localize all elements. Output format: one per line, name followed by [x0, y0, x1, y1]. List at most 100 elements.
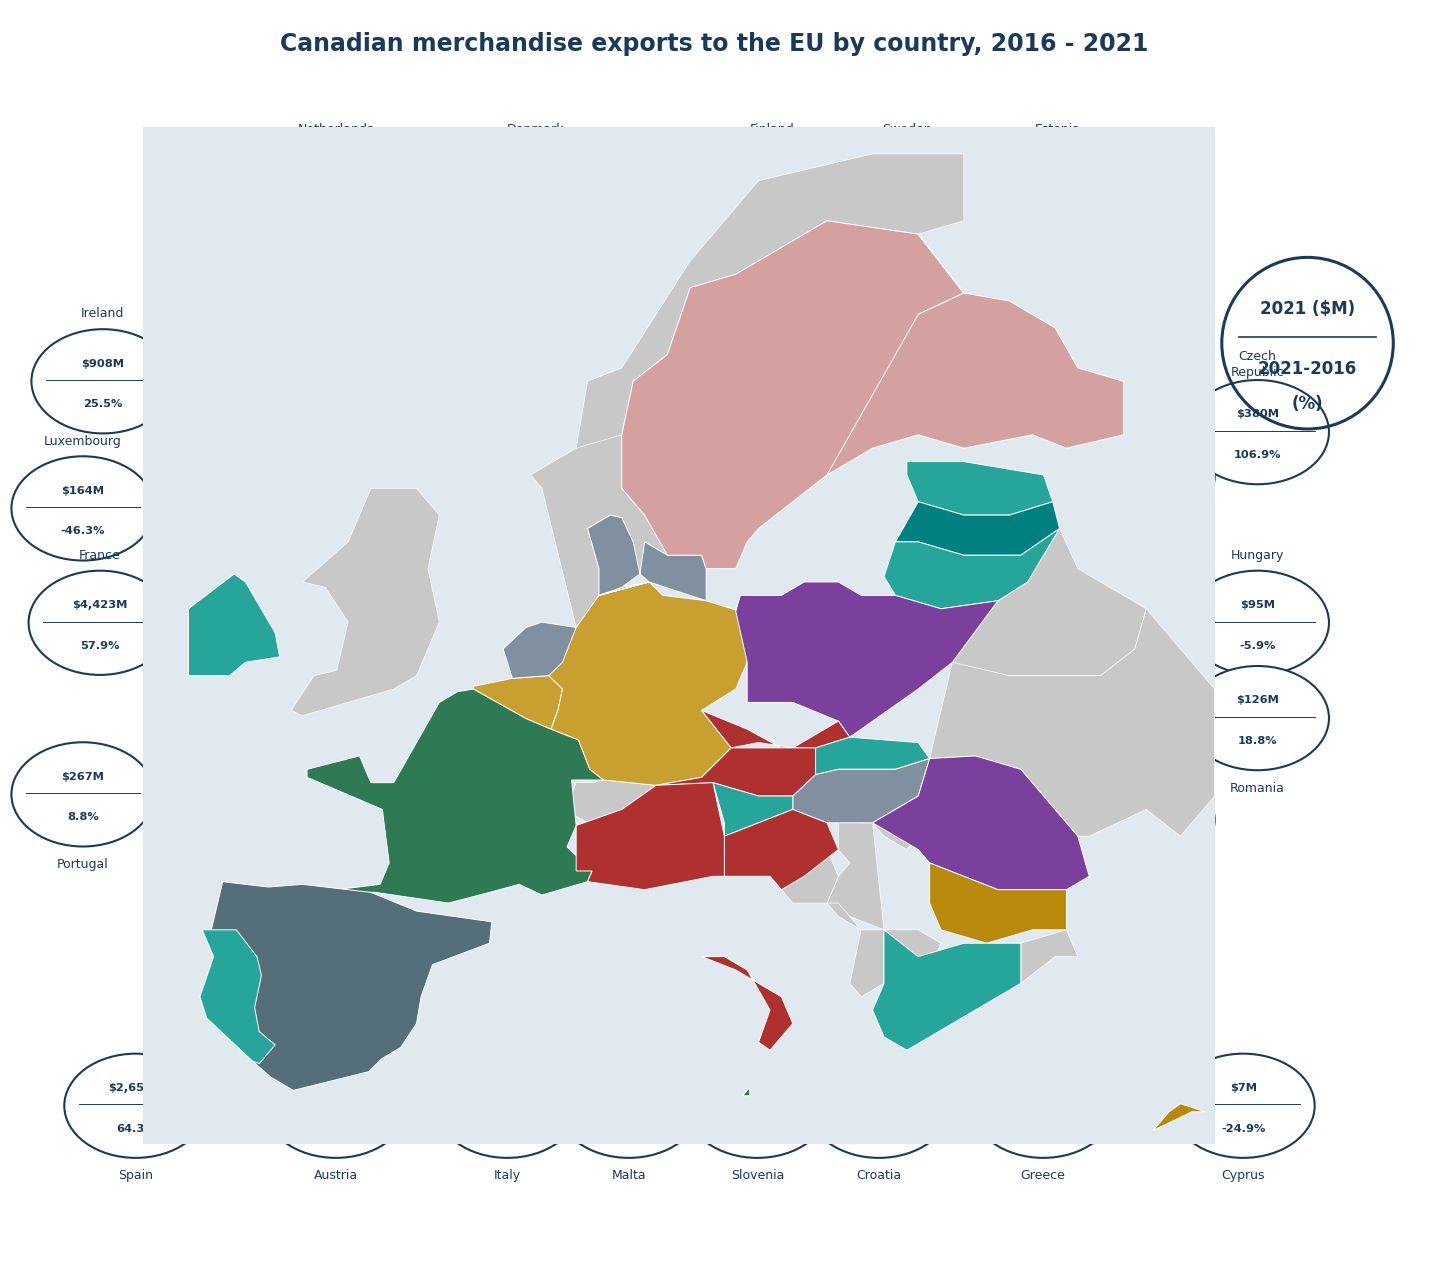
Text: (%): (%) — [1292, 395, 1323, 413]
Ellipse shape — [1072, 768, 1215, 872]
Ellipse shape — [972, 1054, 1115, 1158]
Text: $380M: $380M — [1236, 409, 1279, 419]
Ellipse shape — [557, 1054, 700, 1158]
Text: $6,442M: $6,442M — [373, 295, 427, 305]
Polygon shape — [549, 582, 747, 785]
Text: Czech
Republic: Czech Republic — [1230, 351, 1285, 379]
Polygon shape — [713, 783, 793, 836]
Polygon shape — [576, 154, 963, 449]
Text: $95M: $95M — [1240, 600, 1275, 610]
Text: 2021-2016: 2021-2016 — [1258, 360, 1358, 377]
Polygon shape — [896, 502, 1059, 555]
Text: $5,321M: $5,321M — [237, 377, 292, 388]
Text: Hungary: Hungary — [1230, 549, 1285, 562]
Text: $432M: $432M — [314, 1083, 357, 1093]
Text: Slovenia: Slovenia — [730, 1169, 785, 1182]
Text: Spain: Spain — [119, 1169, 153, 1182]
Polygon shape — [873, 796, 919, 849]
Text: $126M: $126M — [1236, 695, 1279, 705]
Polygon shape — [292, 488, 439, 716]
Text: -14.1%: -14.1% — [514, 215, 557, 225]
Ellipse shape — [329, 266, 472, 370]
Polygon shape — [885, 529, 1059, 609]
Text: $24M: $24M — [862, 1083, 896, 1093]
Polygon shape — [552, 710, 564, 730]
Text: Belgium: Belgium — [239, 327, 290, 339]
Ellipse shape — [1186, 571, 1329, 675]
Text: Germany: Germany — [372, 244, 429, 257]
Text: 116.2%: 116.2% — [312, 215, 360, 225]
Polygon shape — [885, 930, 942, 970]
Text: $267M: $267M — [61, 771, 104, 782]
Text: $16M: $16M — [612, 1083, 646, 1093]
Text: $2,387M: $2,387M — [480, 1083, 534, 1093]
Polygon shape — [907, 461, 1053, 515]
Text: $156M: $156M — [1107, 555, 1150, 566]
Polygon shape — [473, 676, 563, 730]
Ellipse shape — [464, 145, 607, 249]
Text: 106.9%: 106.9% — [1233, 450, 1282, 460]
Text: $184M: $184M — [1122, 797, 1165, 807]
Text: $908M: $908M — [81, 358, 124, 369]
Text: $5,147M: $5,147M — [309, 174, 363, 184]
Text: Austria: Austria — [314, 1169, 357, 1182]
Ellipse shape — [31, 329, 174, 433]
Text: 64.3%: 64.3% — [116, 1124, 156, 1134]
Ellipse shape — [836, 145, 979, 249]
Ellipse shape — [1072, 425, 1215, 529]
Polygon shape — [930, 863, 1066, 943]
Text: Malta: Malta — [612, 1169, 646, 1182]
Text: Romania: Romania — [1230, 782, 1285, 794]
Polygon shape — [564, 780, 656, 822]
Text: Portugal: Portugal — [57, 858, 109, 871]
Text: Poland: Poland — [1122, 403, 1165, 416]
Text: Denmark: Denmark — [507, 123, 564, 136]
Text: $4,423M: $4,423M — [73, 600, 127, 610]
Text: Latvia: Latvia — [939, 327, 976, 339]
Ellipse shape — [700, 145, 843, 249]
Ellipse shape — [1186, 380, 1329, 484]
Text: $268M: $268M — [1022, 1083, 1065, 1093]
Ellipse shape — [264, 145, 407, 249]
Ellipse shape — [11, 742, 154, 846]
Polygon shape — [1020, 930, 1077, 984]
Polygon shape — [200, 930, 276, 1064]
Polygon shape — [307, 689, 603, 904]
Polygon shape — [702, 710, 850, 747]
Text: -24.9%: -24.9% — [1220, 1124, 1266, 1134]
Ellipse shape — [264, 1054, 407, 1158]
Text: Ireland: Ireland — [81, 308, 124, 320]
Polygon shape — [873, 756, 1089, 890]
Text: Sweden: Sweden — [883, 123, 932, 136]
Text: 21.7%: 21.7% — [887, 215, 927, 225]
Text: 57.9%: 57.9% — [80, 641, 120, 651]
Text: $870M: $870M — [936, 377, 979, 388]
Text: 10.9%: 10.9% — [1037, 215, 1077, 225]
Polygon shape — [1153, 1103, 1206, 1130]
Text: $89M: $89M — [740, 1083, 775, 1093]
Text: -43.8%: -43.8% — [735, 1124, 780, 1134]
Text: Greece: Greece — [1020, 1169, 1066, 1182]
Text: Canadian merchandise exports to the EU by country, 2016 - 2021: Canadian merchandise exports to the EU b… — [280, 32, 1149, 56]
Polygon shape — [743, 1088, 749, 1096]
Text: Finland: Finland — [749, 123, 795, 136]
Text: $397M: $397M — [1122, 454, 1165, 464]
Polygon shape — [656, 747, 816, 796]
Text: $686M: $686M — [886, 174, 929, 184]
Text: $649M: $649M — [750, 174, 793, 184]
Ellipse shape — [436, 1054, 579, 1158]
Text: 44.1%: 44.1% — [859, 1124, 899, 1134]
Polygon shape — [200, 882, 492, 1091]
Polygon shape — [793, 759, 930, 822]
Ellipse shape — [64, 1054, 207, 1158]
Text: 2021 ($M): 2021 ($M) — [1260, 300, 1355, 318]
Text: $299M: $299M — [514, 174, 557, 184]
Polygon shape — [725, 810, 839, 890]
Text: Bulgaria: Bulgaria — [1117, 883, 1169, 896]
Text: 25.3%: 25.3% — [487, 1124, 527, 1134]
Text: $2,659M: $2,659M — [109, 1083, 163, 1093]
Polygon shape — [816, 737, 930, 774]
Polygon shape — [952, 529, 1146, 676]
Text: $40M: $40M — [983, 454, 1017, 464]
Polygon shape — [576, 783, 725, 890]
